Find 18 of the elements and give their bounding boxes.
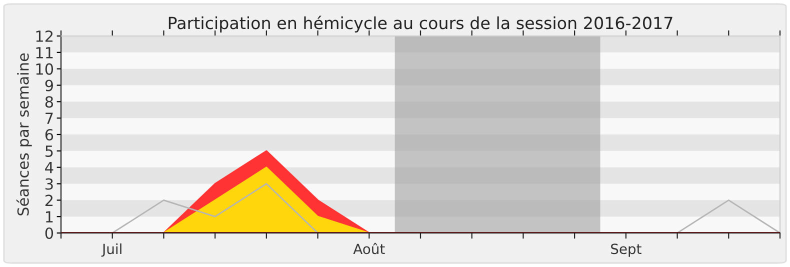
x-tick-label: Juil	[101, 243, 122, 257]
y-tick-label: 10	[36, 63, 54, 75]
y-axis-title: Séances par semaine	[16, 53, 32, 216]
y-tick-label: 11	[36, 47, 53, 58]
x-tick-label: Sept	[611, 244, 642, 257]
y-tick-label: 0	[45, 227, 54, 240]
y-tick-label: 12	[36, 30, 53, 42]
y-tick-label: 1	[46, 211, 53, 222]
y-tick-label: 2	[45, 194, 53, 206]
y-tick-label: 6	[45, 128, 54, 141]
y-tick-label: 5	[46, 146, 53, 157]
y-tick-label: 3	[46, 178, 53, 190]
x-tick-label: Août	[353, 242, 385, 254]
y-tick-label: 7	[46, 112, 53, 124]
y-tick-label: 9	[45, 80, 53, 92]
y-tick-label: 4	[45, 162, 54, 174]
y-tick-label: 8	[45, 96, 54, 108]
chart-title: Participation en hémicycle au cours de la session 2016-2017	[168, 16, 672, 33]
